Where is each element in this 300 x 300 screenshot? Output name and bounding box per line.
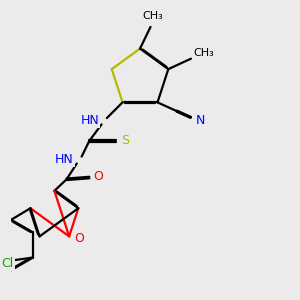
Text: CH₃: CH₃ [142,11,163,21]
Text: HN: HN [55,152,74,166]
Text: O: O [74,232,84,244]
Text: HN: HN [80,114,99,127]
Text: S: S [122,134,129,147]
Text: N: N [196,114,205,128]
Text: O: O [93,170,103,183]
Text: Cl: Cl [2,257,14,270]
Text: CH₃: CH₃ [193,48,214,59]
